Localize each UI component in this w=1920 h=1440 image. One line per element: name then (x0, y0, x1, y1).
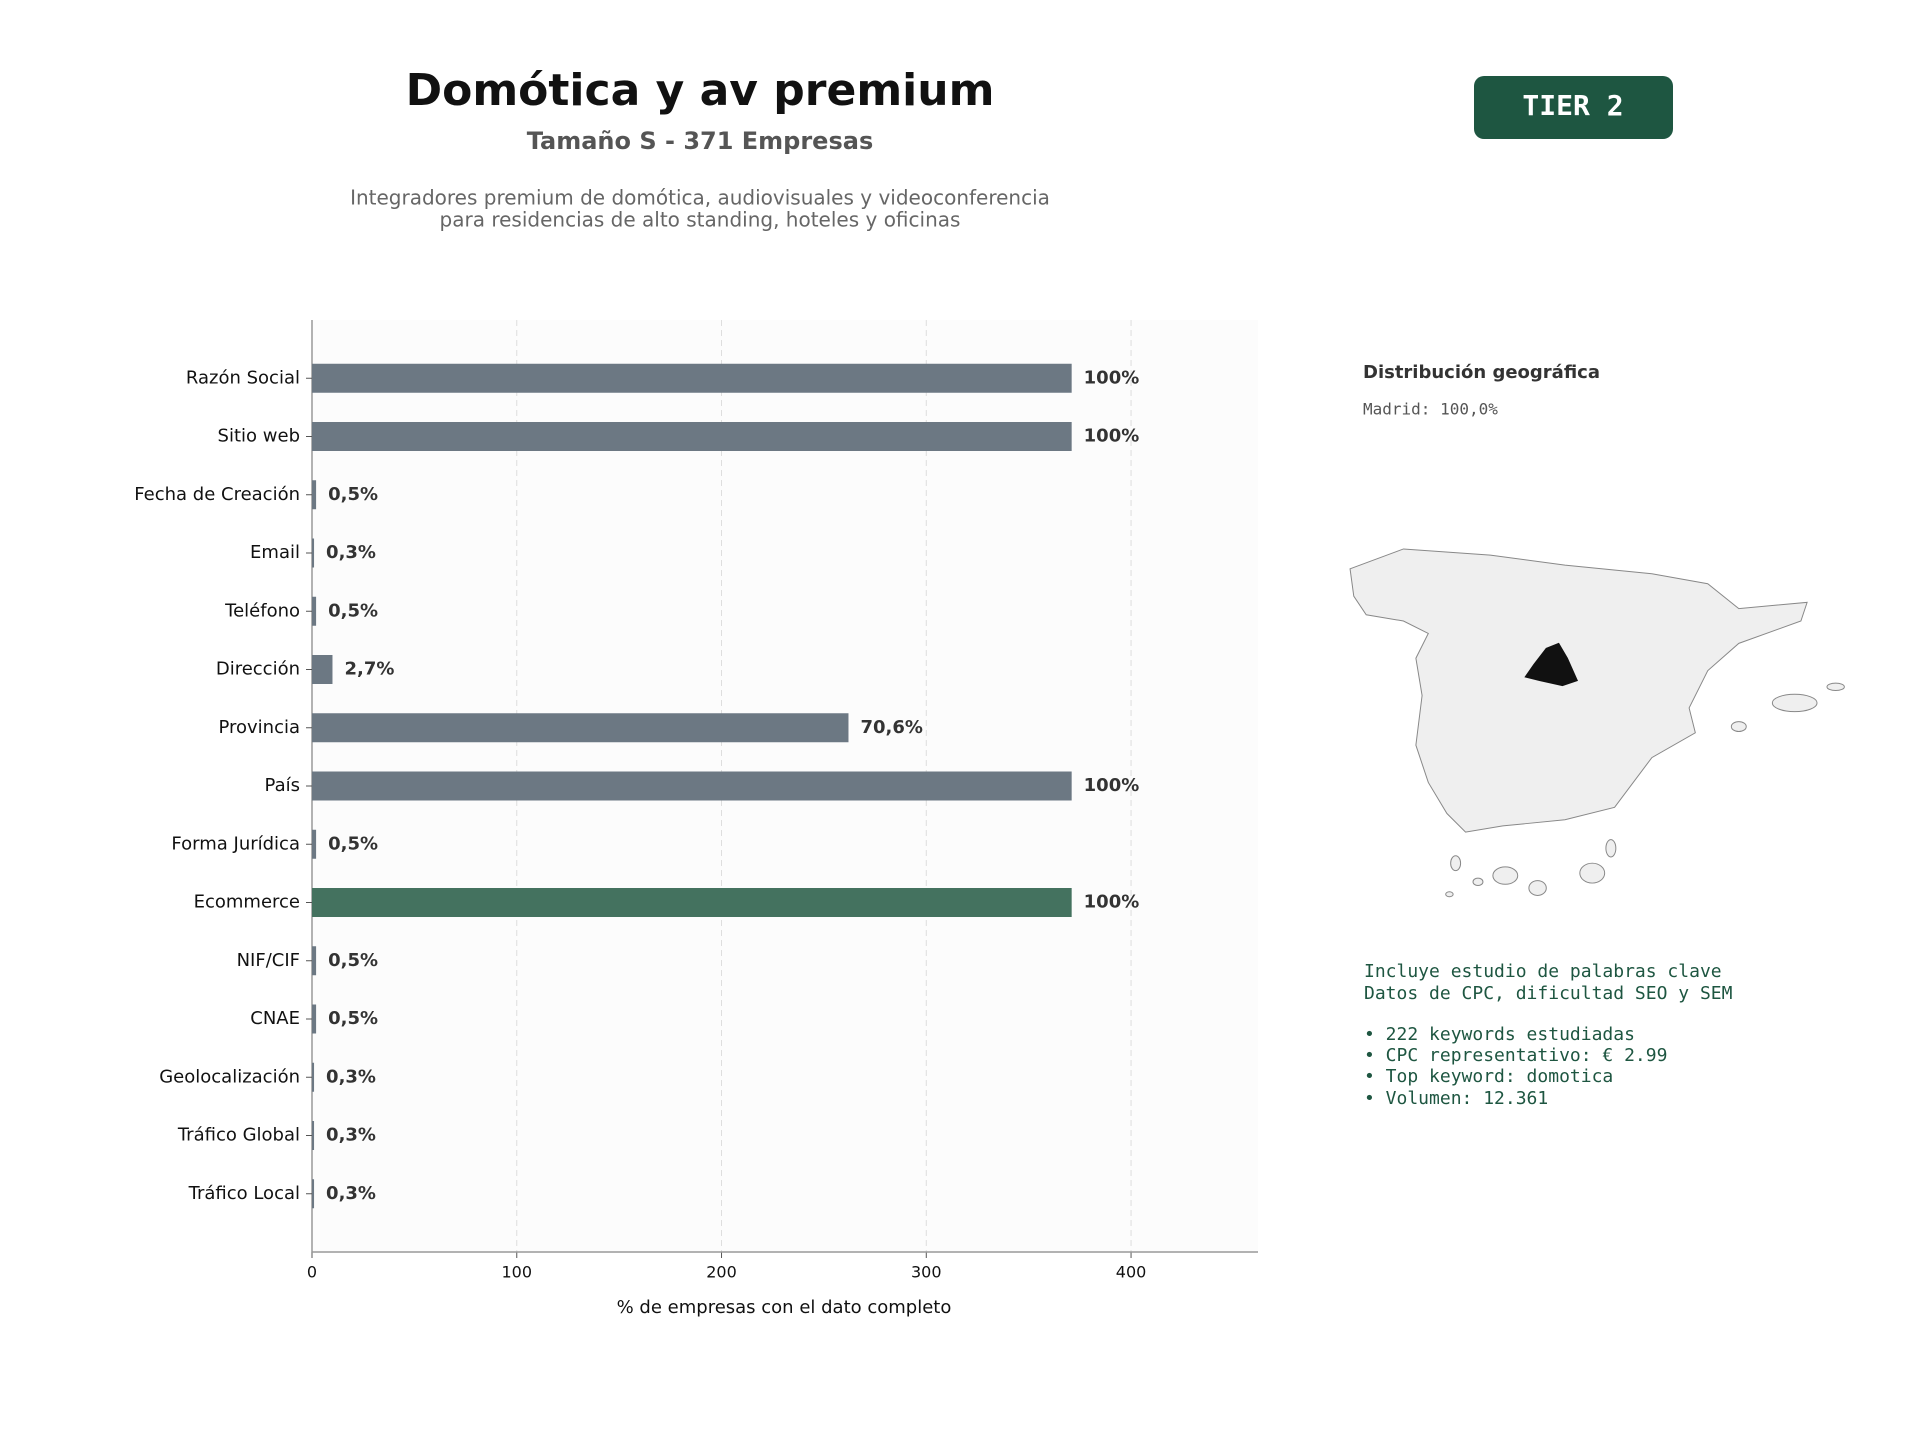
y-tick-label: Geolocalización (159, 1066, 300, 1087)
subtitle: Tamaño S - 371 Empresas (527, 127, 873, 155)
x-tick-label: 400 (1116, 1263, 1147, 1282)
value-label: 0,3% (326, 1125, 376, 1146)
bar (312, 538, 315, 568)
island (1826, 682, 1845, 692)
value-label: 100% (1084, 775, 1140, 796)
description: para residencias de alto standing, hotel… (440, 208, 961, 232)
y-tick-label: Provincia (218, 717, 300, 738)
x-tick-label: 300 (911, 1263, 942, 1282)
x-axis-label: % de empresas con el dato completo (617, 1297, 952, 1318)
value-label: 0,5% (328, 600, 378, 621)
value-label: 0,5% (328, 950, 378, 971)
island (1579, 862, 1606, 884)
x-tick-label: 0 (307, 1263, 317, 1282)
description: Integradores premium de domótica, audiov… (350, 186, 1050, 210)
badge-box (1474, 76, 1673, 139)
bar (312, 1179, 315, 1209)
bar (312, 655, 333, 684)
bar (312, 1121, 315, 1150)
y-tick-label: Tráfico Global (177, 1125, 300, 1146)
map (1349, 548, 1845, 898)
spain (1349, 548, 1808, 833)
badge: TIER 2 (1522, 89, 1623, 122)
y-tick-label: CNAE (250, 1008, 300, 1029)
keyword-line: Datos de CPC, dificultad SEO y SEM (1364, 983, 1733, 1004)
y-tick-label: NIF/CIF (237, 950, 300, 971)
value-label: 0,5% (328, 1008, 378, 1029)
value-label: 70,6% (860, 717, 922, 738)
y-tick-label: Fecha de Creación (134, 484, 300, 505)
y-tick-label: Razón Social (186, 367, 300, 388)
island (1472, 877, 1484, 887)
value-label: 0,3% (326, 542, 376, 563)
geo-title: Distribución geográfica (1363, 362, 1600, 383)
island (1605, 839, 1617, 858)
y-tick-label: Ecommerce (194, 892, 300, 913)
keyword-bullet: • Top keyword: domotica (1364, 1066, 1613, 1087)
bar (312, 713, 849, 743)
value-label: 100% (1084, 892, 1140, 913)
geo-item: Madrid: 100,0% (1363, 400, 1498, 419)
island (1492, 866, 1519, 885)
island (1450, 855, 1462, 872)
x-tick-label: 200 (706, 1263, 737, 1282)
island (1730, 721, 1747, 733)
island (1528, 880, 1547, 896)
y-tick-label: Teléfono (224, 600, 300, 621)
bar (312, 946, 317, 976)
value-label: 100% (1084, 426, 1140, 447)
bar (312, 1004, 317, 1034)
keyword-bullet: • Volumen: 12.361 (1364, 1088, 1548, 1109)
value-label: 0,3% (326, 1066, 376, 1087)
y-tick-label: Sitio web (218, 426, 300, 447)
title: Domótica y av premium (406, 65, 995, 116)
value-label: 2,7% (344, 659, 394, 680)
keyword-bullet: • 222 keywords estudiadas (1364, 1024, 1635, 1045)
keyword-bullet: • CPC representativo: € 2.99 (1364, 1045, 1667, 1066)
madrid (1524, 642, 1579, 687)
value-label: 0,5% (328, 833, 378, 854)
bar (312, 596, 317, 626)
bar (312, 1062, 315, 1092)
bar (312, 829, 317, 859)
bar (312, 422, 1072, 451)
value-label: 100% (1084, 367, 1140, 388)
y-tick-label: Dirección (216, 659, 300, 680)
island (1771, 693, 1818, 713)
x-tick-label: 100 (501, 1263, 532, 1282)
value-label: 0,3% (326, 1183, 376, 1204)
y-tick-label: Forma Jurídica (171, 833, 300, 854)
bar (312, 771, 1072, 801)
bar (312, 363, 1072, 393)
y-tick-label: Tráfico Local (188, 1183, 300, 1204)
island (1445, 891, 1454, 898)
y-tick-label: País (265, 775, 300, 796)
bar (312, 888, 1072, 917)
bar (312, 480, 317, 510)
value-label: 0,5% (328, 484, 378, 505)
keyword-line: Incluye estudio de palabras clave (1364, 961, 1722, 982)
y-tick-label: Email (250, 542, 300, 563)
